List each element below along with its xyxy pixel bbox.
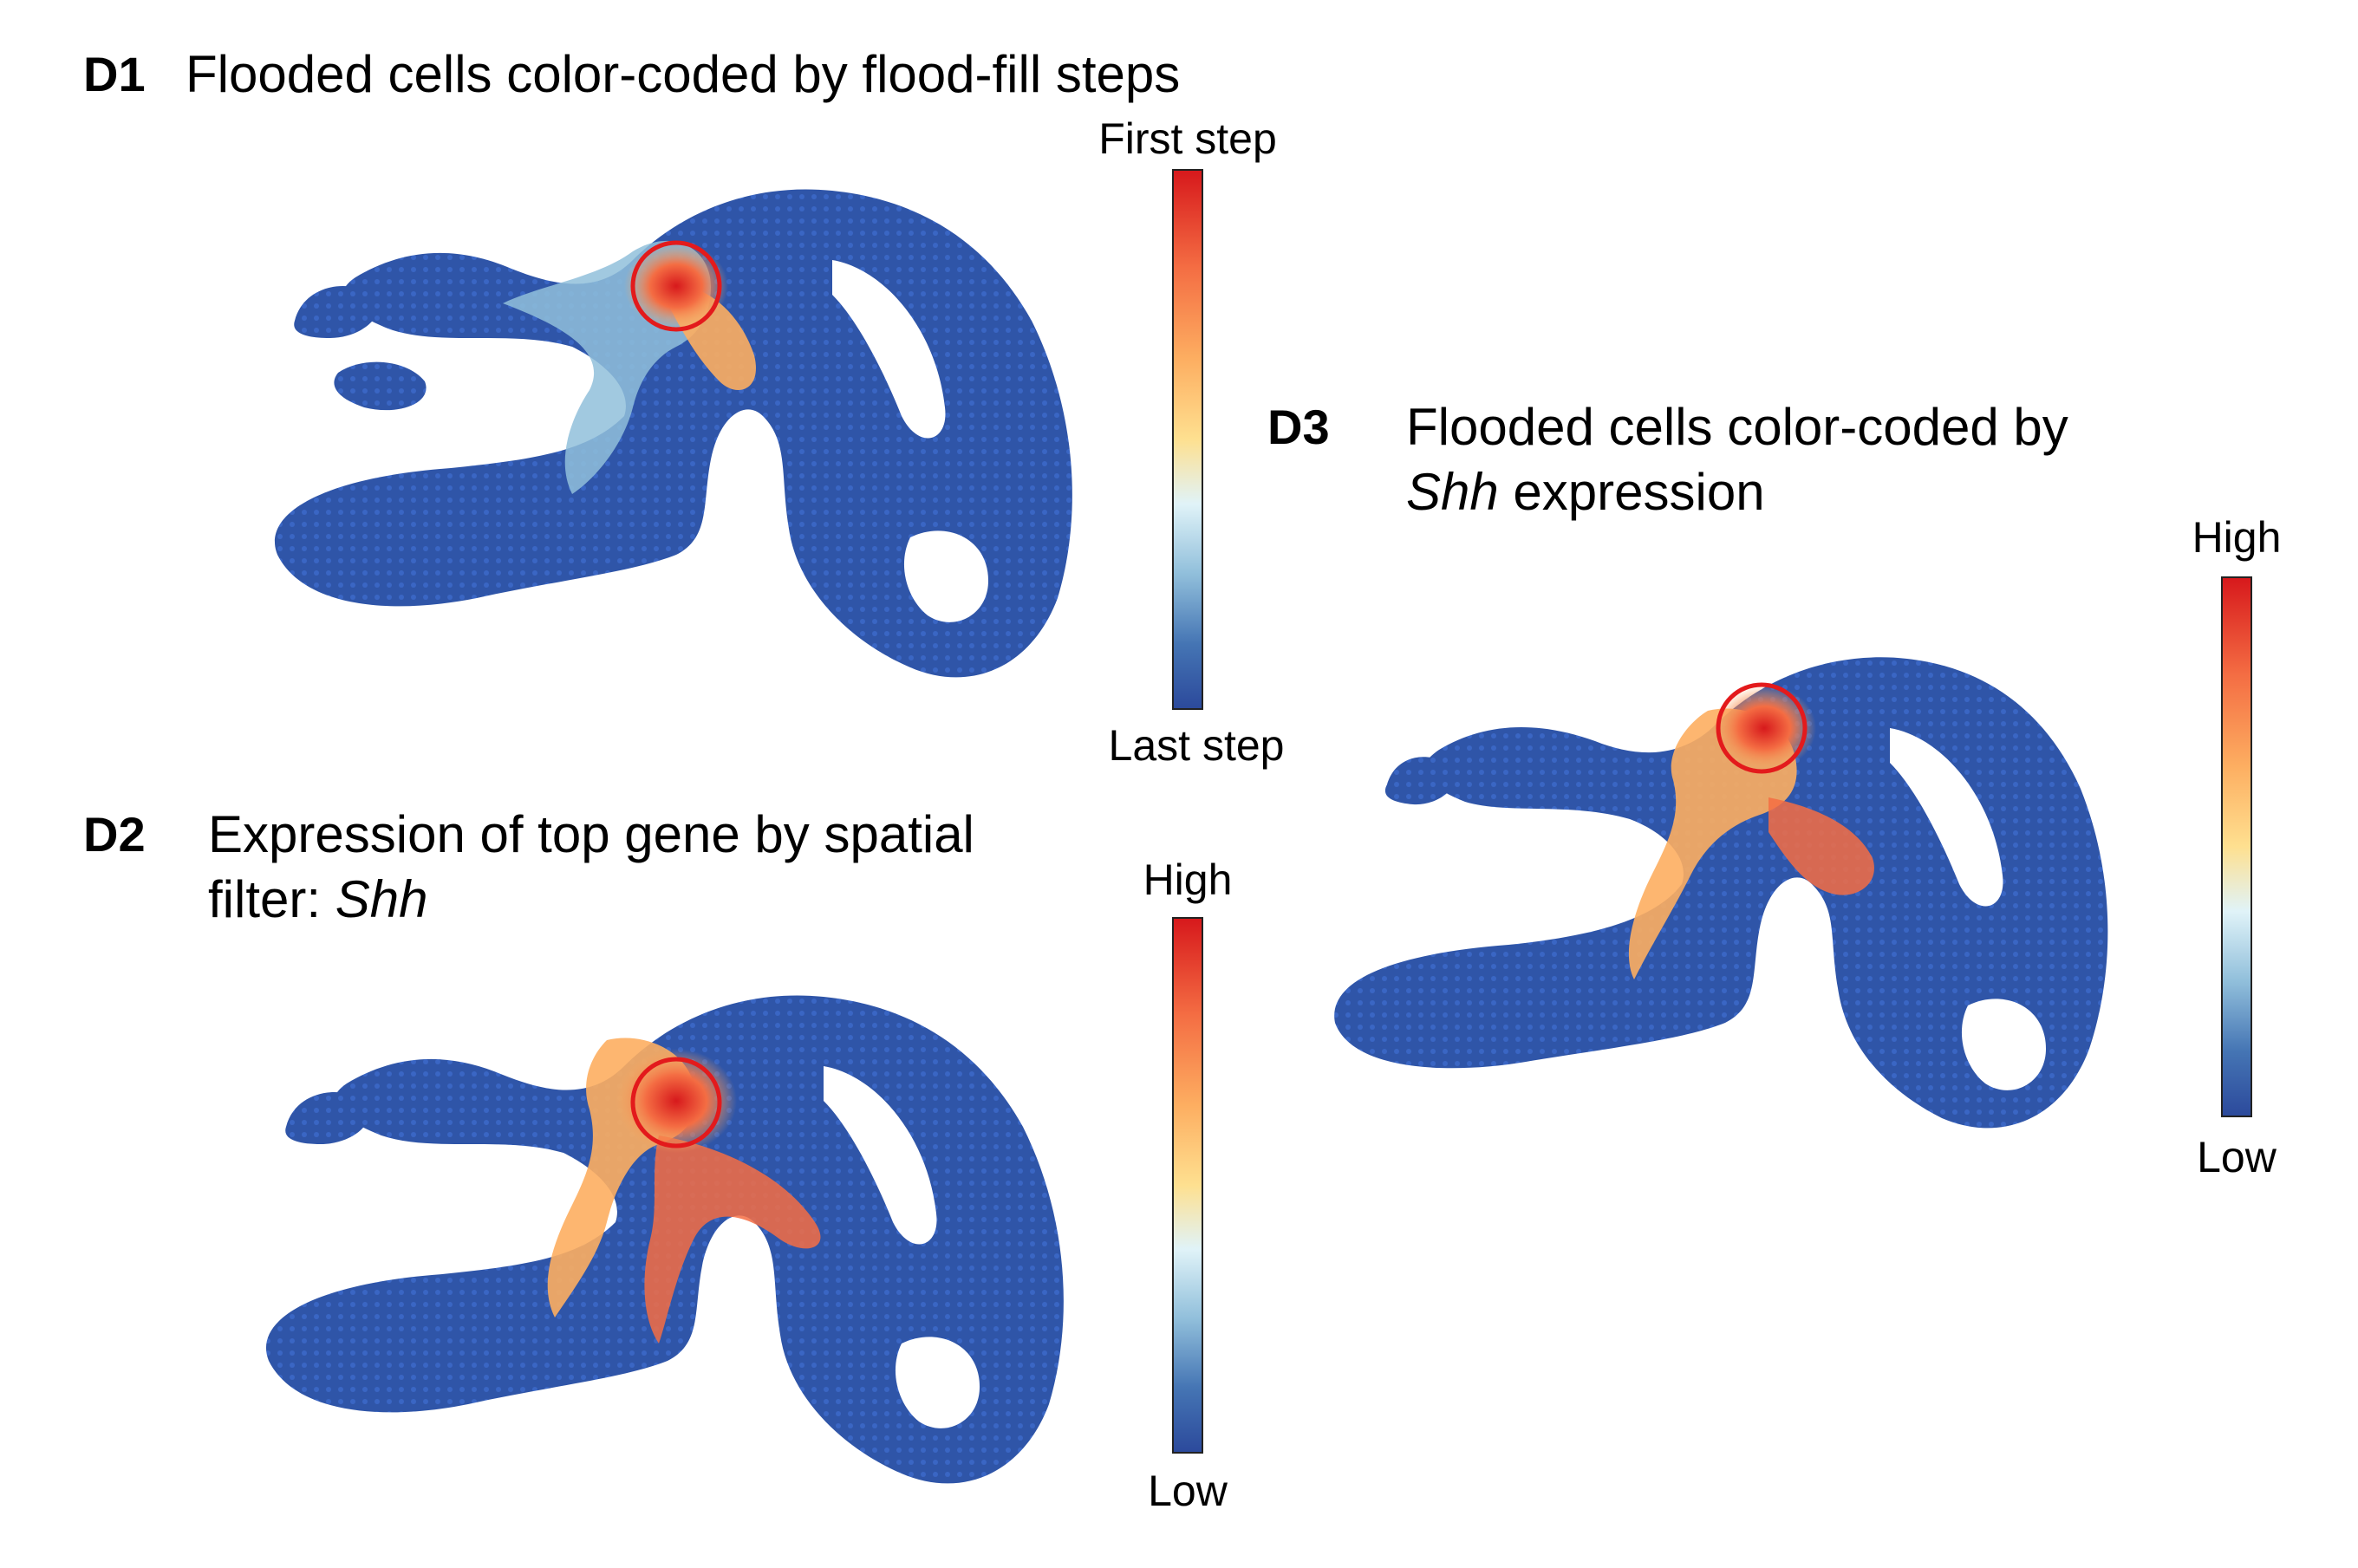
- colorbar-d3: [2221, 576, 2252, 1117]
- spatial-map-d1: [274, 189, 1072, 678]
- colorbar-d2: [1172, 917, 1203, 1454]
- colorbar-bottom-label-d1: Last step: [1108, 721, 1285, 770]
- expression-hotspots-d2: [547, 1038, 821, 1344]
- colorbar-top-label-d2: High: [1143, 856, 1233, 904]
- roi-circle-d1: [630, 240, 722, 332]
- roi-circle-d2: [630, 1057, 722, 1148]
- panel-title-d2-line2-prefix: filter:: [208, 870, 335, 928]
- colorbar-bottom-label-d3: Low: [2197, 1133, 2277, 1181]
- panel-title-d3-gene: Shh: [1406, 463, 1499, 521]
- colorbar-bottom-label-d2: Low: [1148, 1467, 1228, 1515]
- spatial-map-d2: [265, 995, 1064, 1484]
- panel-title-d3: Flooded cells color-coded by Shh express…: [1406, 394, 2068, 524]
- panel-title-d2-line2: filter: Shh: [208, 867, 974, 932]
- panel-label-d1: D1: [83, 47, 146, 101]
- colorbar-top-label-d3: High: [2192, 513, 2282, 562]
- panel-title-d1: Flooded cells color-coded by flood-fill …: [186, 42, 1180, 107]
- panel-title-d1-text: Flooded cells color-coded by flood-fill …: [186, 45, 1181, 103]
- flooded-expression-d3: [1628, 685, 1874, 979]
- panel-title-d2: Expression of top gene by spatial filter…: [208, 802, 974, 932]
- panel-title-d3-line2-suffix: expression: [1498, 463, 1765, 521]
- panel-label-d3: D3: [1267, 400, 1330, 454]
- tissue-holes-d3: [1890, 728, 2046, 1090]
- flood-gradient-d1: [503, 240, 756, 494]
- panel-title-d3-line2: Shh expression: [1406, 459, 2068, 524]
- panel-label-d2: D2: [83, 807, 146, 862]
- tissue-holes-d1: [442, 260, 988, 622]
- spatial-map-d3: [1334, 657, 2108, 1129]
- panel-title-d2-line1: Expression of top gene by spatial: [208, 805, 974, 863]
- panel-title-d2-gene: Shh: [335, 870, 428, 928]
- panel-title-d3-line1: Flooded cells color-coded by: [1406, 398, 2068, 456]
- roi-circle-d3: [1716, 682, 1808, 774]
- colorbar-d1: [1172, 169, 1203, 710]
- colorbar-top-label-d1: First step: [1098, 114, 1277, 163]
- tissue-holes-d2: [824, 1066, 980, 1428]
